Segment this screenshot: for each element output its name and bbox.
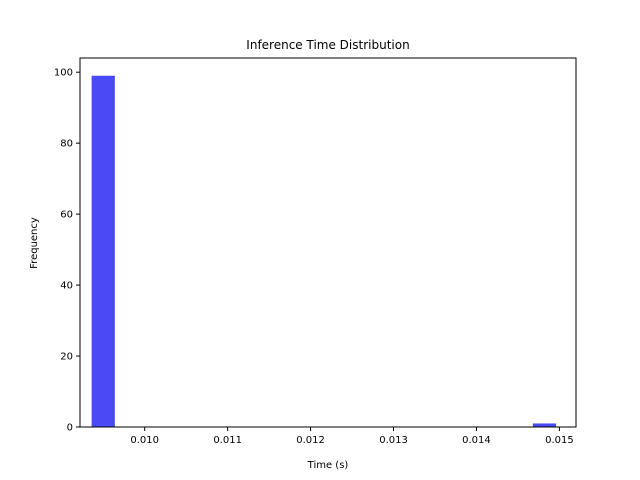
y-tick-label: 20 (60, 352, 73, 363)
x-axis-ticks: 0.010 0.011 0.012 0.013 0.014 0.015 (130, 427, 574, 446)
y-tick-label: 0 (67, 423, 73, 434)
y-tick-label: 60 (60, 210, 73, 221)
y-axis-label: Frequency (29, 217, 40, 269)
x-tick-label: 0.012 (296, 435, 325, 446)
bars (91, 75, 557, 427)
x-tick-label: 0.010 (130, 435, 159, 446)
y-tick-label: 100 (54, 68, 73, 79)
plot-frame (79, 57, 577, 428)
chart-title: Inference Time Distribution (246, 38, 409, 52)
histogram-bar (91, 75, 115, 427)
y-axis-ticks: 0 20 40 60 80 100 (54, 68, 80, 434)
y-tick-label: 80 (60, 139, 73, 150)
histogram-bar (532, 423, 557, 427)
x-axis-label: Time (s) (307, 460, 349, 471)
y-tick-label: 40 (60, 281, 73, 292)
x-tick-label: 0.014 (462, 435, 491, 446)
x-tick-label: 0.015 (545, 435, 574, 446)
x-tick-label: 0.011 (213, 435, 242, 446)
x-tick-label: 0.013 (379, 435, 408, 446)
